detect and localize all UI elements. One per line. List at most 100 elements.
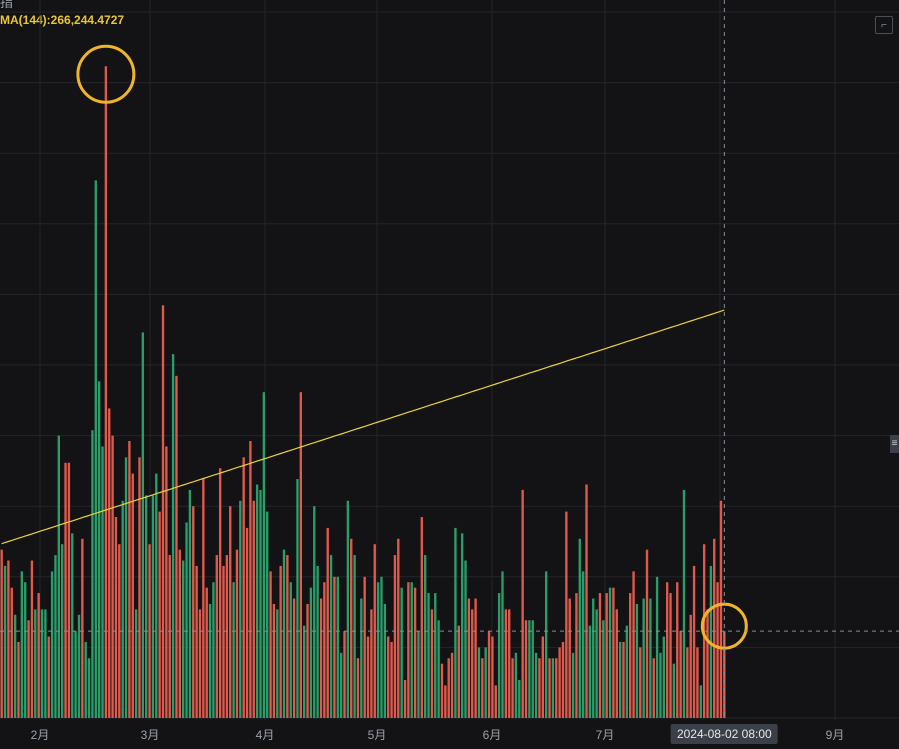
volume-bar <box>336 576 339 718</box>
volume-bar <box>393 555 397 718</box>
volume-bar <box>669 593 672 718</box>
volume-bar <box>420 517 423 718</box>
volume-bar <box>279 565 282 718</box>
volume-bar <box>84 641 87 718</box>
volume-bar <box>158 511 161 718</box>
volume-bar <box>467 598 471 718</box>
volume-bar <box>565 511 568 718</box>
volume-bar <box>74 631 77 718</box>
volume-bar <box>128 441 131 718</box>
volume-bar <box>71 533 74 718</box>
volume-bar <box>171 354 175 718</box>
volume-bar <box>30 560 34 718</box>
drag-handle[interactable]: ≡ <box>890 435 899 453</box>
volume-bar <box>111 435 114 718</box>
collapse-button[interactable]: ⌐ <box>875 16 893 34</box>
volume-bar <box>192 506 195 718</box>
volume-bar <box>450 652 454 718</box>
volume-bar <box>34 609 37 718</box>
volume-bar <box>118 544 121 718</box>
volume-bar <box>598 593 602 718</box>
volume-bar <box>276 609 279 718</box>
volume-bar <box>713 538 716 718</box>
volume-bar <box>141 332 145 718</box>
volume-bar <box>91 430 94 718</box>
volume-bar <box>592 598 595 718</box>
volume-bar <box>252 500 255 718</box>
volume-bar <box>343 631 346 718</box>
volume-bar <box>286 555 289 718</box>
volume-bar <box>97 381 101 718</box>
x-tick-label: 4月 <box>255 728 275 742</box>
volume-bar <box>229 506 232 718</box>
volume-bar <box>672 663 676 718</box>
volume-bar <box>151 495 155 718</box>
volume-bar <box>222 565 225 718</box>
collapse-icon: ⌐ <box>881 19 887 31</box>
volume-bar <box>639 647 642 718</box>
volume-bar <box>649 598 652 718</box>
volume-bar <box>545 571 548 718</box>
volume-bar <box>561 641 565 718</box>
volume-bar <box>706 609 709 718</box>
volume-bar <box>501 571 504 718</box>
volume-chart[interactable] <box>0 0 899 720</box>
volume-bar <box>686 647 689 718</box>
x-tick-label: 7月 <box>595 728 615 742</box>
volume-bar <box>94 180 97 718</box>
volume-bar <box>225 555 229 718</box>
volume-bar <box>3 565 7 718</box>
grid-lines <box>0 0 899 720</box>
volume-bar <box>652 658 655 718</box>
volume-bar <box>642 598 645 718</box>
volume-bar <box>615 609 618 718</box>
volume-bar <box>444 685 447 718</box>
volume-bar <box>440 663 444 718</box>
ma-line <box>1 309 725 545</box>
volume-bar <box>477 647 481 718</box>
volume-bar <box>27 620 30 718</box>
volume-bar <box>514 652 518 718</box>
volume-bar <box>242 457 245 718</box>
volume-bar <box>645 549 649 718</box>
volume-bar <box>575 593 578 718</box>
volume-bar <box>521 489 524 718</box>
volume-bar <box>434 593 437 718</box>
volume-bar <box>346 500 350 718</box>
volume-bar <box>548 658 551 718</box>
volume-bar <box>339 652 343 718</box>
volume-bar <box>410 582 413 718</box>
volume-bar <box>508 609 511 718</box>
volume-bar <box>20 571 24 718</box>
drag-handle-icon: ≡ <box>891 438 898 449</box>
volume-bar <box>198 609 202 718</box>
volume-bar <box>188 489 192 718</box>
volume-bar <box>292 598 296 718</box>
x-tick-label: 5月 <box>367 728 387 742</box>
volume-bar <box>10 587 13 718</box>
volume-bar <box>551 658 555 718</box>
volume-bar <box>155 473 158 718</box>
volume-bar <box>481 658 484 718</box>
volume-bar <box>178 549 181 718</box>
volume-bar <box>17 641 20 718</box>
volume-bar <box>585 484 588 718</box>
volume-bar <box>313 506 316 718</box>
volume-bar <box>430 609 434 718</box>
volume-bar <box>185 522 188 718</box>
volume-bar <box>54 555 57 718</box>
volume-bar <box>629 593 632 718</box>
volume-bar <box>7 560 10 718</box>
volume-bar <box>666 582 669 718</box>
volume-bar <box>168 555 171 718</box>
volume-bar <box>64 462 67 718</box>
volume-bar <box>245 527 249 718</box>
volume-bar <box>13 614 17 718</box>
volume-bar <box>457 625 460 718</box>
volume-bar <box>376 582 380 718</box>
volume-bar <box>57 435 60 718</box>
volume-bar <box>424 555 427 718</box>
volume-bar <box>528 620 531 718</box>
volume-bar <box>114 517 118 718</box>
volume-bar <box>682 489 686 718</box>
